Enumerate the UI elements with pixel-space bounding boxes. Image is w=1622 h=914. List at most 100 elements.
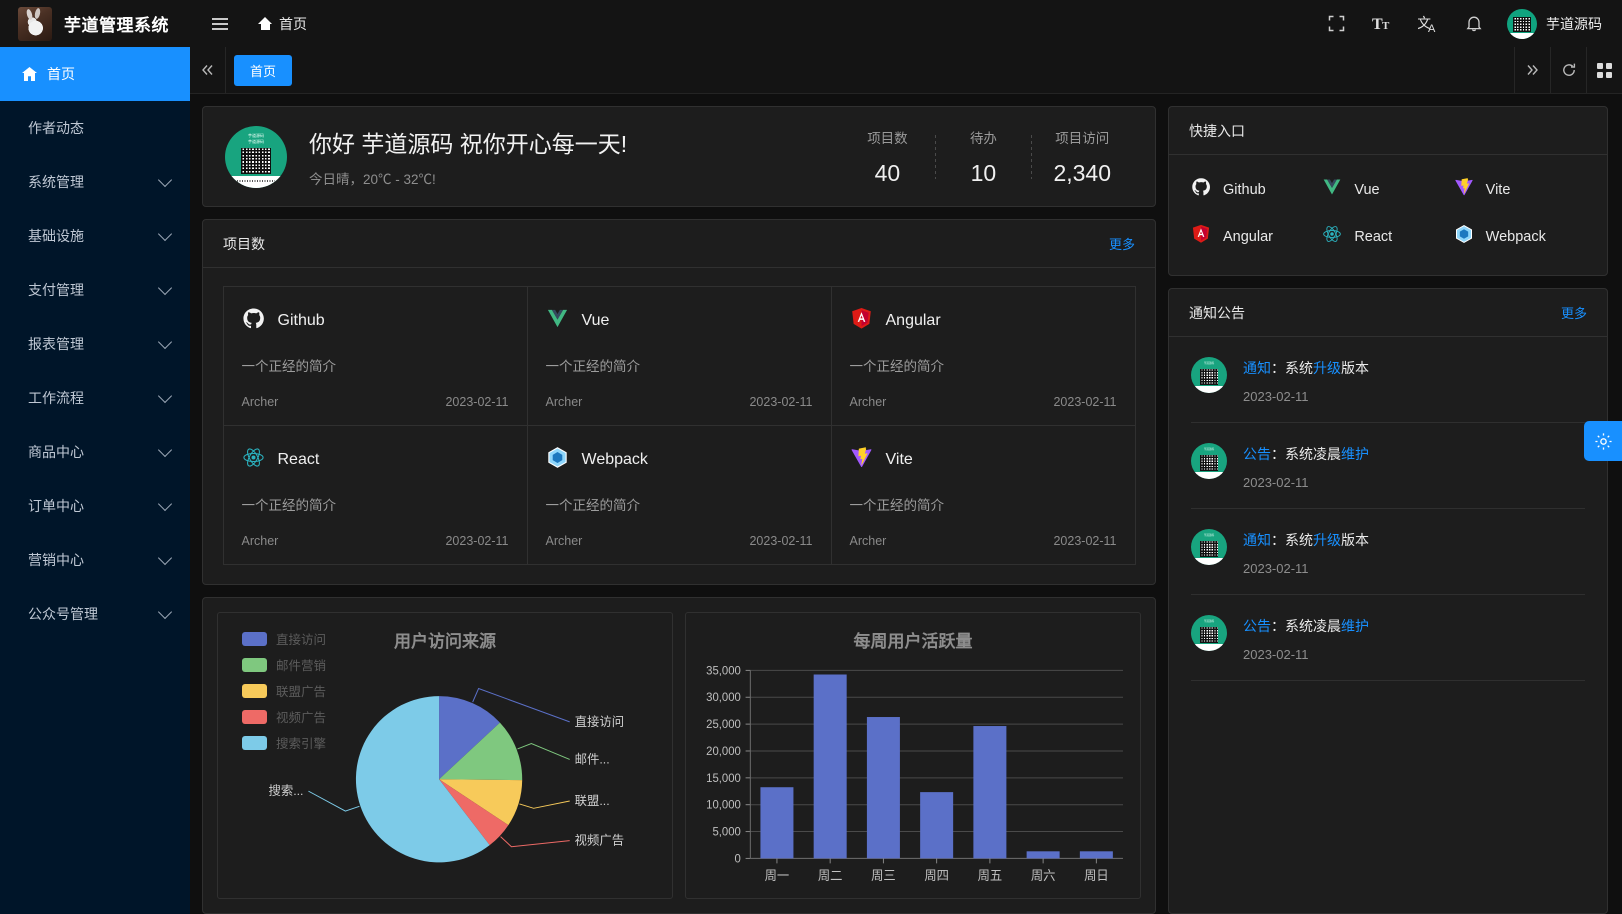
quick-entry-label: Webpack bbox=[1485, 228, 1546, 245]
stat-item: 项目数 40 bbox=[839, 127, 935, 187]
bar-chart-bar[interactable] bbox=[1079, 851, 1113, 859]
project-card-top: Vite bbox=[850, 446, 1117, 474]
bar-chart-bar[interactable] bbox=[760, 787, 794, 859]
translate-icon[interactable]: 文 A bbox=[1405, 0, 1451, 47]
double-chevron-left-icon[interactable] bbox=[190, 47, 226, 93]
top-bar-actions: T T 文 A 芋道源码 bbox=[1313, 0, 1622, 47]
settings-drawer-toggle[interactable] bbox=[1584, 421, 1622, 461]
avatar bbox=[1507, 8, 1537, 39]
sidebar-item-m10[interactable]: 公众号管理 bbox=[0, 587, 190, 641]
notice-item[interactable]: 芋道源码 通知：系统升级版本 2023-02-11 bbox=[1191, 509, 1585, 595]
notice-body: 通知：系统升级版本 2023-02-11 bbox=[1243, 357, 1369, 404]
pie-legend-item[interactable]: 视频广告 bbox=[242, 707, 326, 726]
project-date: 2023-02-11 bbox=[1053, 533, 1117, 548]
notice-body: 公告：系统凌晨维护 2023-02-11 bbox=[1243, 615, 1369, 662]
fullscreen-icon[interactable] bbox=[1313, 0, 1359, 47]
pie-legend-item[interactable]: 联盟广告 bbox=[242, 681, 326, 700]
quick-entry-item[interactable]: Github bbox=[1191, 177, 1322, 202]
notice-item-title[interactable]: 通知：系统升级版本 bbox=[1243, 360, 1369, 376]
sidebar-item-m6[interactable]: 工作流程 bbox=[0, 371, 190, 425]
stat-value: 2,340 bbox=[1053, 159, 1111, 186]
bar-chart-svg[interactable]: 0 5,000 10,000 15,000 20,000 25,000 30,000 35,0… bbox=[686, 613, 1140, 898]
sidebar-item-m1[interactable]: 作者动态 bbox=[0, 101, 190, 155]
bar-chart-bar[interactable] bbox=[920, 792, 954, 859]
home-icon bbox=[22, 67, 38, 81]
font-size-icon[interactable]: T T bbox=[1359, 0, 1405, 47]
notice-item[interactable]: 芋道源码 公告：系统凌晨维护 2023-02-11 bbox=[1191, 423, 1585, 509]
main-right-column: 快捷入口 Github Vue Vite Angular React Webpa… bbox=[1168, 106, 1608, 914]
sidebar-item-m3[interactable]: 基础设施 bbox=[0, 209, 190, 263]
notice-item-title[interactable]: 公告：系统凌晨维护 bbox=[1243, 446, 1369, 462]
brand[interactable]: 芋道管理系统 bbox=[0, 6, 190, 41]
qrcode-avatar: 芋道源码 芋道源码 bbox=[225, 125, 287, 188]
sidebar-item-m4[interactable]: 支付管理 bbox=[0, 263, 190, 317]
sidebar-item-label: 支付管理 bbox=[28, 282, 84, 298]
sidebar-item-m2[interactable]: 系统管理 bbox=[0, 155, 190, 209]
project-card[interactable]: Angular 一个正经的简介 Archer 2023-02-11 bbox=[830, 285, 1136, 426]
pie-legend-item[interactable]: 直接访问 bbox=[242, 629, 326, 648]
bell-icon[interactable] bbox=[1451, 0, 1497, 47]
bar-chart-bar[interactable] bbox=[973, 726, 1007, 859]
grid-icon[interactable] bbox=[1586, 47, 1622, 93]
pie-slice[interactable] bbox=[439, 779, 509, 846]
app-logo-icon bbox=[18, 6, 52, 41]
bar-chart-bar[interactable] bbox=[813, 674, 847, 859]
quick-entry-label: Vue bbox=[1354, 181, 1380, 198]
notice-item-date: 2023-02-11 bbox=[1243, 647, 1309, 662]
welcome-title: 你好 芋道源码 祝你开心每一天! bbox=[309, 131, 628, 157]
refresh-icon[interactable] bbox=[1550, 47, 1586, 93]
notice-item-title[interactable]: 公告：系统凌晨维护 bbox=[1243, 618, 1369, 634]
sidebar-item-m8[interactable]: 订单中心 bbox=[0, 479, 190, 533]
quick-entry-item[interactable]: Vue bbox=[1322, 177, 1453, 202]
chevron-down-icon bbox=[157, 496, 173, 512]
pie-legend-item[interactable]: 邮件营销 bbox=[242, 655, 326, 674]
project-card[interactable]: Vue 一个正经的简介 Archer 2023-02-11 bbox=[526, 285, 832, 426]
svg-text:T: T bbox=[1382, 20, 1390, 32]
project-author: Archer bbox=[241, 533, 279, 548]
pie-leader-line bbox=[500, 836, 570, 848]
projects-more-link[interactable]: 更多 bbox=[1108, 237, 1135, 252]
hamburger-icon[interactable] bbox=[212, 17, 232, 30]
project-author: Archer bbox=[849, 394, 887, 409]
sidebar-item-m7[interactable]: 商品中心 bbox=[0, 425, 190, 479]
charts-card: 用户访问来源 直接访问 邮件营销 联盟广告 视频广告 搜索引擎 直接访问 邮件..… bbox=[202, 597, 1156, 914]
project-card[interactable]: Vite 一个正经的简介 Archer 2023-02-11 bbox=[830, 424, 1136, 565]
project-date: 2023-02-11 bbox=[1053, 394, 1117, 409]
notice-more-link[interactable]: 更多 bbox=[1560, 306, 1587, 321]
stat-label: 项目访问 bbox=[1055, 130, 1110, 146]
sidebar: 首页 作者动态 系统管理 基础设施支付管理报表管理 工作流程 商品中心 订单中心 营销中心 公众… bbox=[0, 47, 190, 914]
project-card[interactable]: Webpack 一个正经的简介 Archer 2023-02-11 bbox=[526, 424, 832, 565]
pie-legend-swatch bbox=[242, 657, 267, 672]
project-author: Archer bbox=[545, 533, 583, 548]
bar-chart-bar[interactable] bbox=[866, 717, 900, 859]
quick-entry-item[interactable]: Angular bbox=[1191, 224, 1322, 249]
sidebar-item-m9[interactable]: 营销中心 bbox=[0, 533, 190, 587]
project-date: 2023-02-11 bbox=[445, 533, 509, 548]
user-menu[interactable]: 芋道源码 bbox=[1497, 8, 1608, 39]
bar-chart-bar[interactable] bbox=[1026, 851, 1060, 859]
pie-legend-item[interactable]: 搜索引擎 bbox=[242, 733, 326, 752]
pie-slice[interactable] bbox=[439, 722, 523, 781]
tab-home[interactable]: 首页 bbox=[234, 54, 293, 86]
sidebar-item-home[interactable]: 首页 bbox=[0, 47, 190, 101]
notice-item[interactable]: 芋道源码 通知：系统升级版本 2023-02-11 bbox=[1191, 337, 1585, 423]
project-date: 2023-02-11 bbox=[445, 394, 509, 409]
project-card[interactable]: React 一个正经的简介 Archer 2023-02-11 bbox=[222, 424, 528, 565]
notice-item-title[interactable]: 通知：系统升级版本 bbox=[1243, 532, 1369, 548]
project-card[interactable]: Github 一个正经的简介 Archer 2023-02-11 bbox=[222, 285, 528, 426]
notice-item[interactable]: 芋道源码 公告：系统凌晨维护 2023-02-11 bbox=[1191, 595, 1585, 681]
project-card-top: Webpack bbox=[546, 446, 813, 474]
pie-chart-svg[interactable]: 直接访问邮件...联盟...视频广告搜索... bbox=[218, 613, 672, 898]
chevron-down-icon bbox=[157, 442, 173, 458]
double-chevron-right-icon[interactable] bbox=[1514, 47, 1550, 93]
quick-entry-item[interactable]: React bbox=[1322, 224, 1453, 249]
quick-entry-item[interactable]: Webpack bbox=[1454, 224, 1585, 249]
quick-entry-item[interactable]: Vite bbox=[1454, 177, 1585, 202]
sidebar-item-m5[interactable]: 报表管理 bbox=[0, 317, 190, 371]
project-date: 2023-02-11 bbox=[749, 533, 813, 548]
pie-slice[interactable] bbox=[439, 696, 500, 780]
breadcrumb-item-home[interactable]: 首页 bbox=[279, 15, 307, 32]
pie-slice[interactable] bbox=[439, 779, 523, 826]
pie-slice[interactable] bbox=[355, 696, 490, 863]
project-card-top: Angular bbox=[850, 307, 1117, 335]
